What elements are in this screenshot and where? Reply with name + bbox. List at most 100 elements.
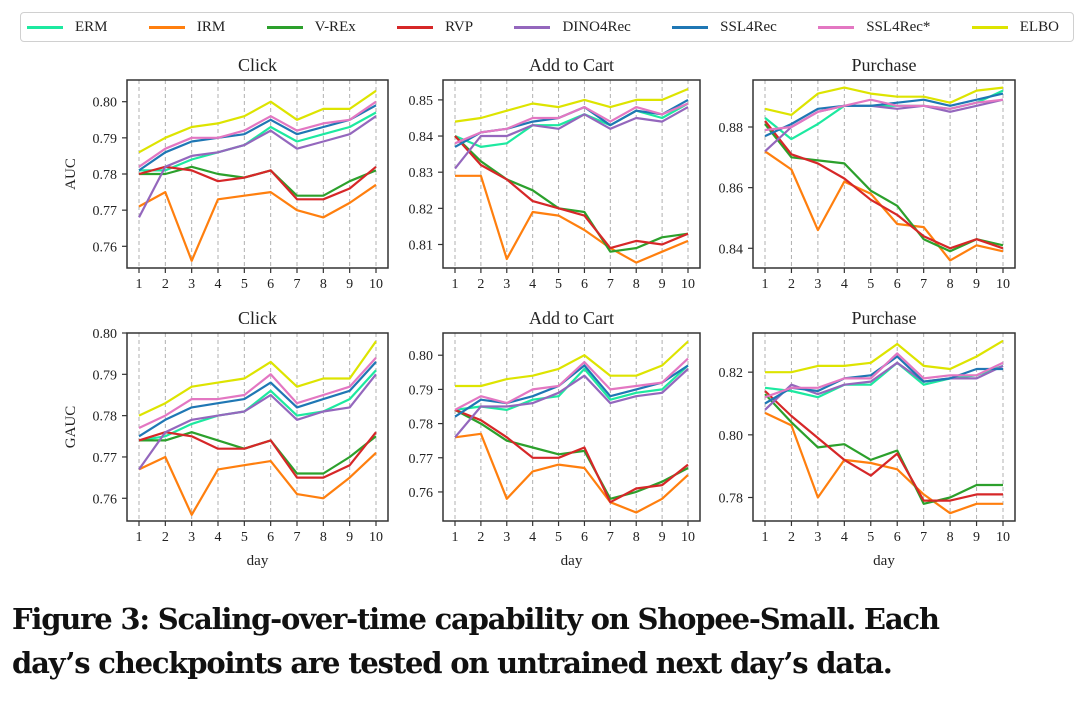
series-line-irm	[454, 432, 689, 514]
subplot-title: Purchase	[852, 55, 917, 75]
x-tick-label: 2	[162, 277, 169, 292]
series-line-irm	[138, 183, 377, 262]
series-line-v-rex	[764, 393, 1003, 505]
series-line-ssl4rec	[454, 98, 689, 148]
legend-label: IRM	[196, 18, 226, 35]
x-tick-label: 1	[136, 277, 143, 292]
series-line-erm	[454, 102, 689, 148]
legend-item-erm: ERM	[27, 19, 108, 36]
series-line-v-rex	[139, 431, 377, 475]
legend-item-irm: IRM	[148, 18, 226, 36]
series-line-dino4rec	[454, 368, 689, 439]
x-tick-label: 9	[346, 530, 353, 545]
series-line-erm	[764, 361, 1004, 399]
x-tick-label: 9	[659, 277, 666, 292]
series-line-elbo	[138, 89, 377, 154]
legend-label: V-REx	[314, 18, 356, 35]
y-tick-label: 0.81	[409, 239, 434, 254]
subplot-title: Add to Cart	[529, 308, 614, 328]
x-tick-label: 3	[814, 277, 821, 292]
y-tick-label: 0.82	[409, 202, 434, 217]
x-tick-label: 6	[894, 530, 901, 545]
y-tick-label: 0.78	[719, 492, 744, 507]
series-line-elbo	[138, 340, 377, 417]
x-axis-label: day	[247, 553, 269, 569]
x-tick-label: 1	[452, 277, 459, 292]
charts-canvas: 1 2 3 4 5 6 7 8 9 10 0.76 0.77 0.78 0.79 0.80 Click AUC 1…	[63, 55, 1016, 569]
series-line-rvp	[454, 135, 689, 250]
y-tick-label: 0.77	[93, 451, 118, 466]
series-line-irm	[764, 411, 1003, 515]
legend-swatch	[397, 25, 434, 29]
y-tick-label: 0.78	[93, 168, 118, 183]
y-tick-label: 0.84	[719, 242, 744, 257]
x-tick-label: 3	[814, 530, 821, 545]
series-line-ssl4rec	[764, 352, 1004, 399]
series-line-v-rex	[764, 123, 1004, 253]
legend-label: ERM	[75, 18, 108, 35]
legend-item-ssl4rec: SSL4Rec	[672, 19, 777, 36]
legend-swatch	[971, 25, 1008, 29]
x-tick-label: 8	[947, 277, 954, 292]
x-tick-label: 6	[581, 530, 588, 545]
y-tick-label: 0.77	[93, 204, 118, 219]
series-line-ssl4rec	[454, 102, 689, 145]
series-line-rvp	[138, 165, 377, 201]
y-tick-label: 0.79	[93, 368, 118, 383]
subplot-title: Purchase	[852, 308, 917, 328]
x-tick-label: 4	[215, 277, 222, 292]
chart-legend: ERM IRM V-REx RVP DINO4Rec SSL4Rec SSL4Rec* ELB…	[20, 12, 1074, 42]
series-line-rvp	[138, 431, 377, 479]
subplot-3: 1 2 3 4 5 6 7 8 9 10 0.84 0.86 0.88 Purchase	[719, 55, 1016, 292]
x-tick-label: 3	[503, 277, 510, 292]
series-line-ssl4rec	[764, 92, 1004, 138]
y-tick-label: 0.76	[409, 486, 434, 501]
subplot-6: 1 2 3 4 5 6 7 8 9 10 0.78 0.80 0.82 Purchase day	[719, 308, 1016, 569]
series-line-ssl4rec	[454, 364, 689, 418]
y-tick-label: 0.80	[93, 96, 118, 111]
series-line-elbo	[765, 339, 1004, 374]
legend-item-elbo: ELBO	[971, 18, 1059, 36]
subplot-title: Click	[238, 55, 277, 75]
x-tick-label: 7	[607, 277, 614, 292]
x-tick-label: 7	[607, 530, 614, 545]
x-tick-label: 1	[762, 277, 769, 292]
x-tick-label: 5	[867, 530, 874, 545]
y-axis-label: AUC	[63, 158, 79, 190]
y-tick-label: 0.85	[409, 94, 434, 109]
x-tick-label: 5	[555, 530, 562, 545]
series-line-rvp	[764, 120, 1004, 250]
y-axis-label: GAUC	[63, 406, 79, 449]
x-tick-label: 1	[762, 530, 769, 545]
subplot-5: 1 2 3 4 5 6 7 8 9 10 0.76 0.77 0.78 0.79 0.80 Add to Ca…	[409, 308, 701, 569]
x-tick-label: 5	[241, 530, 248, 545]
x-tick-label: 10	[996, 277, 1010, 292]
series-line-ssl4rec	[454, 357, 689, 411]
y-tick-label: 0.77	[409, 452, 434, 467]
x-tick-label: 4	[841, 530, 848, 545]
y-tick-label: 0.79	[93, 132, 118, 147]
legend-label: RVP	[445, 18, 474, 35]
series-line-ssl4rec	[138, 361, 377, 438]
y-tick-label: 0.76	[93, 492, 118, 507]
x-tick-label: 4	[529, 530, 536, 545]
series-line-ssl4rec	[138, 104, 377, 172]
series-line-dino4rec	[138, 115, 377, 218]
y-tick-label: 0.86	[719, 182, 744, 197]
x-tick-label: 7	[920, 277, 927, 292]
x-tick-label: 8	[320, 530, 327, 545]
x-tick-label: 4	[529, 277, 536, 292]
x-tick-label: 10	[996, 530, 1010, 545]
x-tick-label: 5	[867, 277, 874, 292]
x-tick-label: 10	[369, 530, 383, 545]
x-tick-label: 6	[894, 277, 901, 292]
series-line-erm	[139, 111, 377, 172]
legend-label: ELBO	[1019, 18, 1059, 35]
series-line-erm	[764, 89, 1004, 141]
y-tick-label: 0.88	[719, 121, 744, 136]
x-tick-label: 9	[973, 530, 980, 545]
x-tick-label: 10	[681, 530, 695, 545]
x-tick-label: 4	[215, 530, 222, 545]
y-tick-label: 0.82	[719, 366, 744, 381]
series-line-erm	[138, 369, 377, 442]
